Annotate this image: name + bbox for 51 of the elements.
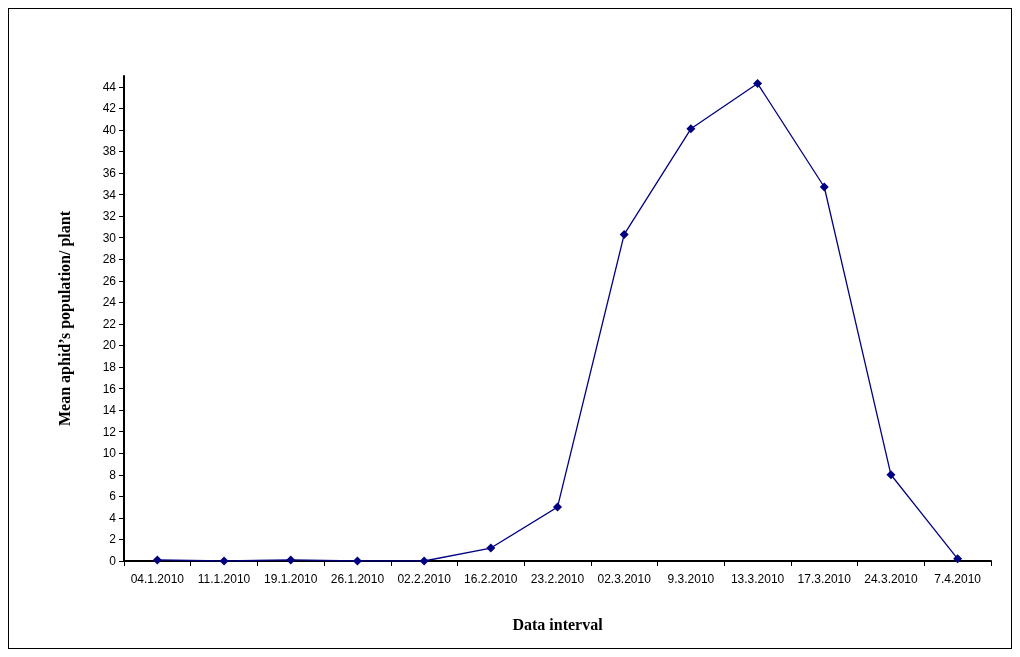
point: [619, 229, 629, 239]
x-tick-label: 17.3.2010: [797, 572, 852, 586]
point: [219, 556, 229, 566]
y-tick-label: 0: [109, 554, 117, 568]
y-axis-title: Mean aphid’s population/ plant: [55, 210, 74, 427]
point: [753, 79, 763, 89]
x-tick-label: 19.1.2010: [264, 572, 318, 586]
y-tick-label: 30: [102, 230, 117, 245]
x-tick-label: 13.3.2010: [730, 572, 785, 586]
y-tick-label: 18: [102, 360, 117, 374]
y-tick-label: 36: [102, 166, 117, 180]
y-tick-label: 28: [102, 252, 117, 267]
point: [553, 502, 562, 512]
x-tick-label: 7.4.2010: [934, 572, 982, 586]
point: [819, 182, 829, 192]
y-tick-label: 42: [102, 101, 117, 116]
x-tick-label: 16.2.2010: [464, 572, 518, 586]
x-tick-label: 24.3.2010: [864, 572, 918, 586]
y-tick-label: 24: [102, 295, 117, 310]
y-tick-label: 38: [102, 144, 117, 159]
y-tick-label: 44: [102, 79, 117, 94]
point: [686, 124, 696, 134]
y-tick-label: 10: [102, 446, 117, 461]
point: [152, 555, 162, 565]
y-tick-label: 14: [102, 403, 117, 418]
x-tick-label: 23.2.2010: [530, 572, 585, 586]
y-tick-label: 12: [102, 424, 117, 439]
point: [419, 556, 429, 566]
y-tick-label: 6: [109, 489, 117, 504]
x-tick-label: 02.3.2010: [597, 572, 652, 586]
point: [286, 555, 296, 565]
x-tick-label: 11.1.2010: [197, 572, 251, 586]
y-tick-label: 4: [109, 510, 117, 525]
y-tick-label: 34: [102, 187, 117, 202]
point: [953, 554, 963, 564]
point: [486, 543, 496, 553]
x-tick-label: 26.1.2010: [330, 572, 385, 586]
y-tick-label: 40: [102, 122, 117, 137]
x-axis-title: Data interval: [512, 615, 604, 633]
y-tick-label: 32: [102, 209, 117, 224]
x-tick-label: 9.3.2010: [667, 572, 715, 586]
y-tick-label: 16: [102, 381, 117, 396]
y-tick-label: 8: [109, 467, 117, 482]
y-tick-label: 20: [102, 338, 117, 353]
x-tick-label: 02.2.2010: [397, 572, 452, 586]
y-tick-label: 2: [109, 532, 117, 547]
x-tick-label: 04.1.2010: [130, 572, 185, 586]
point: [352, 556, 362, 566]
y-tick-label: 22: [102, 316, 117, 331]
point: [886, 470, 896, 480]
y-tick-label: 26: [102, 273, 117, 288]
